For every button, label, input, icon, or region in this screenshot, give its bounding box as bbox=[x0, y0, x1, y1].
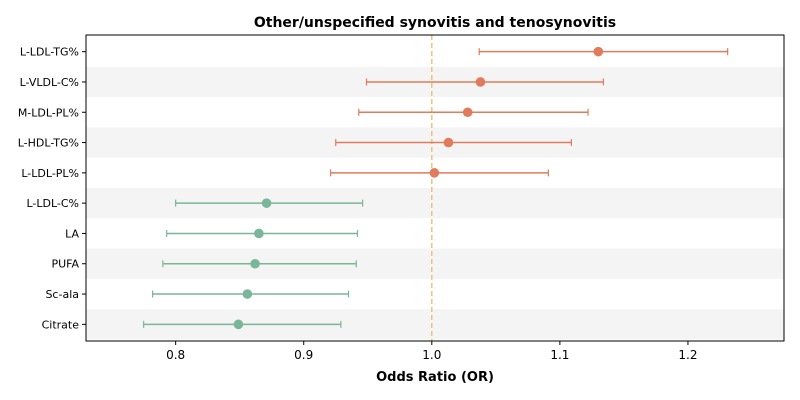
x-tick-label: 0.8 bbox=[166, 348, 185, 362]
x-axis: 0.8 0.9 1.0 1.1 1.2 bbox=[166, 341, 697, 362]
x-tick-label: 1.0 bbox=[422, 348, 441, 362]
y-category-label: M-LDL-PL% bbox=[18, 106, 79, 119]
y-category-label: L-LDL-C% bbox=[26, 197, 79, 210]
x-tick-label: 1.2 bbox=[678, 348, 697, 362]
or-point bbox=[475, 77, 486, 87]
or-point bbox=[443, 137, 454, 148]
y-category-label: L-LDL-TG% bbox=[20, 46, 79, 59]
or-point bbox=[233, 319, 244, 330]
or-point bbox=[254, 228, 264, 239]
chart-title: Other/unspecified synovitis and tenosyno… bbox=[254, 15, 616, 31]
forest-marks bbox=[143, 46, 729, 330]
y-category-label: LA bbox=[65, 227, 79, 240]
plot-frame bbox=[85, 34, 785, 342]
y-category-label: Citrate bbox=[42, 318, 80, 331]
y-category-label: PUFA bbox=[51, 258, 79, 271]
or-point bbox=[462, 107, 473, 118]
or-point bbox=[261, 198, 272, 208]
y-category-label: L-HDL-TG% bbox=[18, 137, 79, 150]
x-tick-label: 0.9 bbox=[294, 348, 313, 362]
x-tick-label: 1.1 bbox=[550, 348, 569, 362]
or-point bbox=[429, 168, 440, 178]
y-axis: L-LDL-TG% L-VLDL-C% M-LDL-PL% L-HDL-TG% L-LD… bbox=[18, 46, 86, 331]
y-category-label: L-LDL-PL% bbox=[21, 167, 79, 180]
y-category-label: Sc-ala bbox=[45, 288, 79, 301]
or-point bbox=[250, 258, 260, 269]
y-category-label: L-VLDL-C% bbox=[20, 76, 79, 89]
or-point bbox=[593, 46, 604, 57]
x-axis-label: Odds Ratio (OR) bbox=[376, 370, 494, 385]
or-point bbox=[242, 289, 253, 299]
